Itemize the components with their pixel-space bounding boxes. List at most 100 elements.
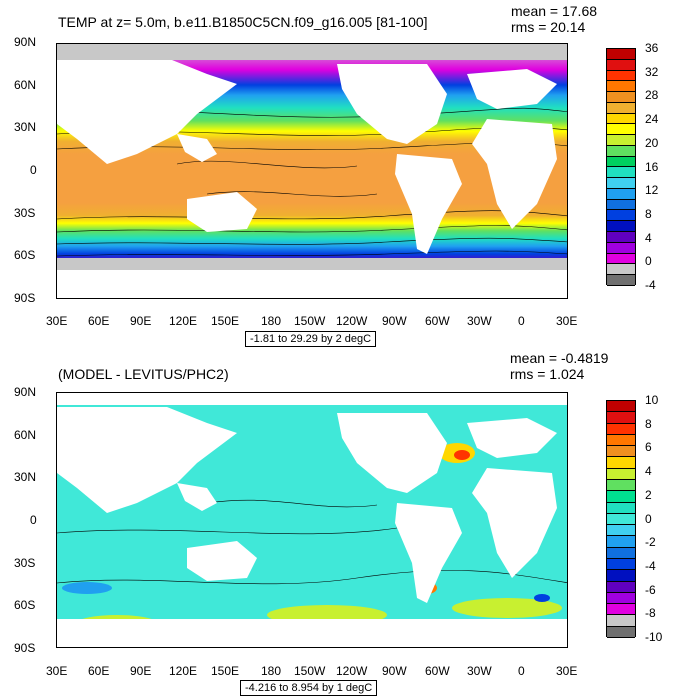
- colorbar-label: 0: [645, 511, 652, 526]
- top-mean: mean = 17.68: [511, 3, 598, 19]
- colorbar-swatch: [607, 232, 635, 243]
- colorbar-swatch: [607, 124, 635, 136]
- colorbar-swatch: [607, 275, 635, 286]
- lon-label: 30E: [556, 664, 578, 678]
- lat-label: 90N: [14, 385, 37, 399]
- colorbar-label: 16: [645, 159, 659, 174]
- colorbar-swatch: [607, 199, 635, 211]
- top-colorbar: [606, 48, 636, 286]
- colorbar-swatch: [607, 502, 635, 514]
- lon-label: 30W: [467, 314, 492, 328]
- colorbar-swatch: [607, 242, 635, 254]
- lon-label: 150E: [211, 664, 240, 678]
- colorbar-label: 12: [645, 183, 659, 198]
- colorbar-label: -4: [645, 278, 656, 292]
- lon-label: 60W: [425, 314, 450, 328]
- colorbar-swatch: [607, 412, 635, 424]
- lon-label: 120W: [336, 314, 368, 328]
- lon-label: 30E: [46, 314, 68, 328]
- lon-label: 0: [518, 664, 525, 678]
- colorbar-swatch: [607, 457, 635, 469]
- lon-label: 30E: [556, 314, 578, 328]
- colorbar-swatch: [607, 536, 635, 548]
- se-asia-land: [177, 134, 217, 162]
- colorbar-swatch: [607, 135, 635, 146]
- colorbar-label: 4: [645, 464, 652, 479]
- top-title: TEMP at z= 5.0m, b.e11.B1850C5CN.f09_g16…: [58, 14, 428, 30]
- lat-label: 30N: [14, 470, 37, 484]
- colorbar-label: -2: [645, 535, 656, 550]
- lat-label: 60N: [14, 78, 37, 92]
- lon-label: 180: [261, 314, 282, 328]
- colorbar-label: -8: [645, 606, 656, 621]
- land-masses: [57, 407, 557, 603]
- colorbar-label: 0: [645, 254, 652, 269]
- colorbar-swatch: [607, 253, 635, 265]
- colorbar-swatch: [607, 547, 635, 559]
- north-america-land: [337, 64, 447, 144]
- top-rms: rms = 20.14: [511, 19, 586, 35]
- antarctica-land: [57, 619, 567, 647]
- lon-label: 90E: [130, 314, 152, 328]
- lat-label: 30N: [14, 120, 37, 134]
- colorbar-swatch: [607, 178, 635, 189]
- colorbar-swatch: [607, 401, 635, 413]
- lon-label: 150E: [211, 314, 240, 328]
- colorbar-label: 10: [645, 393, 659, 407]
- lat-label: 90N: [14, 35, 37, 49]
- colorbar-swatch: [607, 188, 635, 200]
- lon-label: 90E: [130, 664, 152, 678]
- africa-land: [472, 119, 557, 229]
- colorbar-label: 20: [645, 135, 659, 150]
- colorbar-swatch: [607, 434, 635, 447]
- australia-land: [187, 192, 257, 232]
- lat-label: 30S: [14, 556, 36, 570]
- colorbar-swatch: [607, 49, 635, 60]
- colorbar-swatch: [607, 221, 635, 233]
- bottom-map-svg: [57, 393, 567, 647]
- land-masses: [57, 58, 557, 254]
- colorbar-swatch: [607, 570, 635, 582]
- lat-label: 90S: [14, 641, 36, 655]
- lon-label: 30E: [46, 664, 68, 678]
- lon-label: 60E: [88, 664, 110, 678]
- bottom-rms: rms = 1.024: [510, 366, 585, 382]
- colorbar-swatch: [607, 604, 635, 616]
- top-panel: TEMP at z= 5.0m, b.e11.B1850C5CN.f09_g16…: [14, 3, 659, 347]
- colorbar-swatch: [607, 626, 635, 638]
- bottom-range-label: -4.216 to 8.954 by 1 degC: [240, 680, 378, 696]
- colorbar-label: 28: [645, 88, 659, 103]
- colorbar-swatch: [607, 525, 635, 537]
- colorbar-label: 4: [645, 230, 652, 245]
- antarctic-ice: [57, 258, 567, 270]
- colorbar-label: -10: [645, 630, 663, 644]
- colorbar-swatch: [607, 59, 635, 71]
- colorbar-swatch: [607, 446, 635, 458]
- lon-label: 150W: [294, 664, 326, 678]
- colorbar-swatch: [607, 113, 635, 125]
- top-range-label: -1.81 to 29.29 by 2 degC: [245, 331, 377, 347]
- colorbar-swatch: [607, 81, 635, 93]
- lat-label: 90S: [14, 291, 36, 305]
- colorbar-label: 2: [645, 487, 652, 502]
- lon-label: 60W: [425, 664, 450, 678]
- colorbar-label: 24: [645, 112, 659, 127]
- colorbar-swatch: [607, 102, 635, 114]
- bottom-colorbar: [606, 400, 636, 638]
- lon-label: 120E: [169, 664, 198, 678]
- bottom-title: (MODEL - LEVITUS/PHC2): [58, 366, 229, 382]
- lat-label: 0: [30, 163, 37, 177]
- colorbar-swatch: [607, 70, 635, 82]
- colorbar-swatch: [607, 167, 635, 179]
- bottom-map: [56, 392, 568, 648]
- lat-label: 60S: [14, 248, 36, 262]
- colorbar-swatch: [607, 92, 635, 103]
- colorbar-swatch: [607, 581, 635, 593]
- lon-label: 30W: [467, 664, 492, 678]
- colorbar-swatch: [607, 156, 635, 168]
- lon-label: 120W: [336, 664, 368, 678]
- colorbar-label: 8: [645, 206, 652, 221]
- colorbar-label: 36: [645, 41, 659, 55]
- colorbar-swatch: [607, 210, 635, 222]
- colorbar-label: -6: [645, 582, 656, 597]
